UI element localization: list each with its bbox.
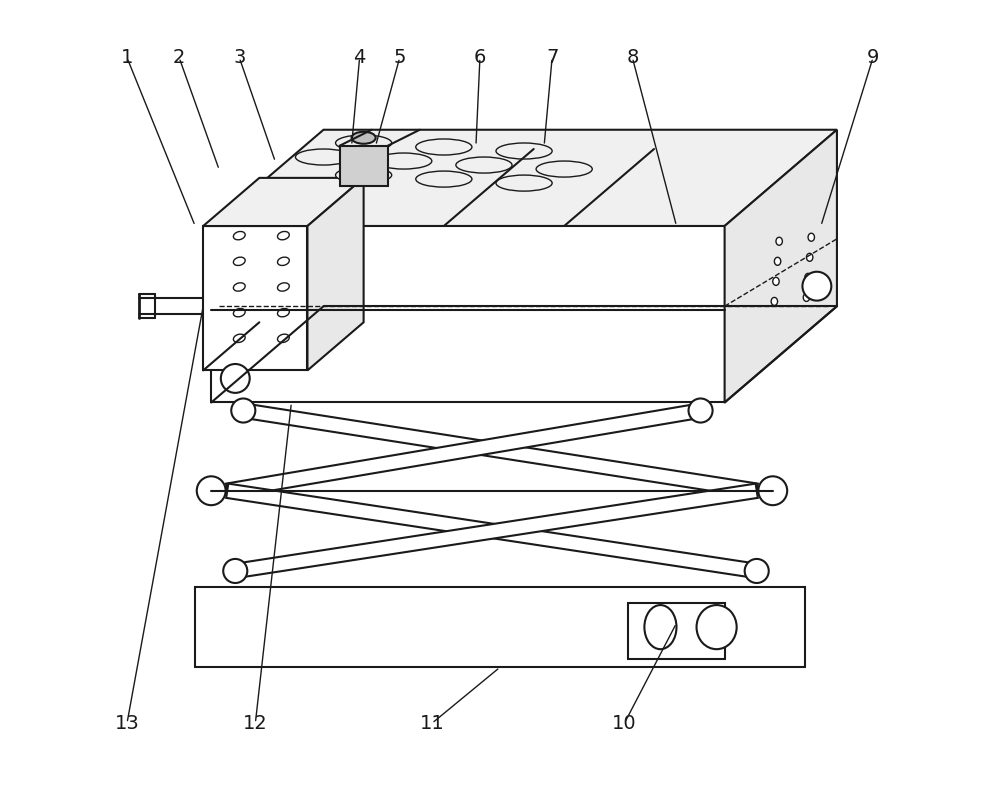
Ellipse shape: [336, 167, 392, 183]
Ellipse shape: [295, 149, 352, 165]
Ellipse shape: [233, 232, 245, 240]
Ellipse shape: [697, 605, 737, 649]
Polygon shape: [203, 178, 364, 226]
Text: 9: 9: [867, 48, 879, 67]
Polygon shape: [242, 403, 758, 497]
Polygon shape: [211, 226, 725, 402]
Polygon shape: [234, 484, 758, 578]
Ellipse shape: [416, 139, 472, 155]
Polygon shape: [307, 178, 364, 370]
Circle shape: [689, 398, 713, 423]
Ellipse shape: [803, 293, 810, 301]
Ellipse shape: [416, 171, 472, 187]
Circle shape: [745, 559, 769, 583]
Text: 4: 4: [353, 48, 366, 67]
Ellipse shape: [456, 157, 512, 173]
Ellipse shape: [376, 153, 432, 169]
Text: 6: 6: [474, 48, 486, 67]
Text: 2: 2: [173, 48, 185, 67]
Circle shape: [221, 364, 250, 393]
Ellipse shape: [496, 143, 552, 159]
Polygon shape: [203, 226, 307, 370]
Ellipse shape: [233, 257, 245, 266]
Ellipse shape: [536, 161, 592, 177]
Ellipse shape: [277, 334, 289, 342]
Bar: [195, 587, 805, 667]
Ellipse shape: [233, 308, 245, 317]
Polygon shape: [725, 130, 837, 402]
Ellipse shape: [277, 283, 289, 291]
Ellipse shape: [806, 254, 813, 262]
Ellipse shape: [773, 278, 779, 286]
Text: 11: 11: [419, 714, 444, 733]
Circle shape: [231, 398, 255, 423]
Ellipse shape: [776, 237, 782, 246]
Ellipse shape: [277, 257, 289, 266]
Polygon shape: [226, 403, 702, 497]
Circle shape: [223, 559, 247, 583]
Ellipse shape: [352, 132, 376, 144]
Circle shape: [758, 477, 787, 506]
Polygon shape: [226, 484, 758, 578]
Text: 8: 8: [626, 48, 639, 67]
Text: 10: 10: [612, 714, 637, 733]
Bar: [340, 146, 388, 186]
Ellipse shape: [336, 135, 392, 151]
Circle shape: [802, 272, 831, 300]
Text: 3: 3: [233, 48, 245, 67]
Ellipse shape: [774, 258, 781, 266]
Ellipse shape: [277, 232, 289, 240]
Bar: [628, 603, 725, 659]
Polygon shape: [211, 130, 837, 226]
Circle shape: [197, 477, 226, 506]
Text: 7: 7: [546, 48, 558, 67]
Text: 13: 13: [115, 714, 139, 733]
Ellipse shape: [808, 233, 814, 242]
Text: 12: 12: [243, 714, 268, 733]
Ellipse shape: [233, 283, 245, 291]
Ellipse shape: [771, 297, 778, 305]
Text: 1: 1: [121, 48, 133, 67]
Ellipse shape: [805, 274, 811, 282]
Text: 5: 5: [393, 48, 406, 67]
Ellipse shape: [496, 175, 552, 191]
Ellipse shape: [277, 308, 289, 317]
Ellipse shape: [233, 334, 245, 342]
Ellipse shape: [644, 605, 676, 649]
